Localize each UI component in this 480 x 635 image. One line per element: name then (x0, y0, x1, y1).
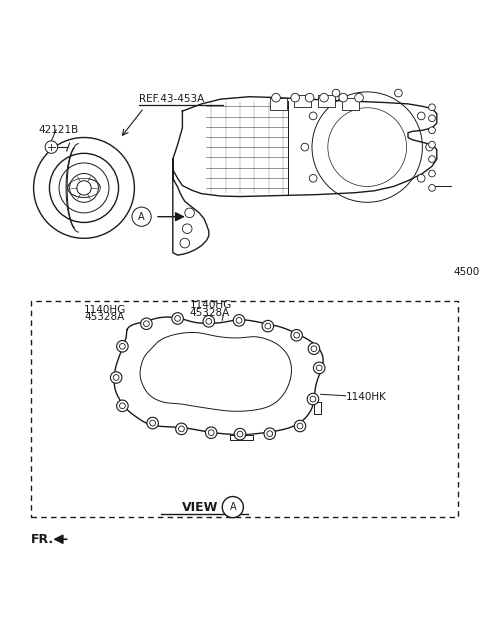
Circle shape (45, 141, 58, 153)
Circle shape (120, 403, 125, 409)
Text: REF.43-453A: REF.43-453A (139, 94, 204, 104)
Text: 1140HG: 1140HG (190, 300, 232, 311)
Circle shape (429, 142, 435, 148)
Circle shape (179, 426, 184, 432)
Circle shape (205, 427, 217, 438)
Circle shape (147, 417, 158, 429)
Circle shape (206, 319, 212, 324)
FancyBboxPatch shape (294, 95, 311, 107)
Circle shape (203, 316, 215, 327)
Circle shape (307, 393, 319, 405)
Circle shape (291, 93, 300, 102)
Circle shape (311, 346, 317, 352)
Circle shape (233, 314, 245, 326)
Text: 1140HG: 1140HG (84, 305, 126, 316)
Text: 42121B: 42121B (38, 125, 79, 135)
Circle shape (332, 90, 340, 97)
Circle shape (234, 429, 246, 440)
Circle shape (180, 238, 190, 248)
Circle shape (237, 431, 243, 437)
Text: 45328A: 45328A (190, 308, 230, 318)
Polygon shape (140, 333, 291, 411)
Circle shape (429, 185, 435, 191)
Circle shape (222, 497, 243, 518)
Circle shape (309, 112, 317, 120)
Circle shape (339, 93, 348, 102)
Circle shape (267, 431, 273, 436)
Circle shape (297, 423, 303, 429)
Circle shape (426, 144, 433, 151)
Circle shape (291, 330, 302, 341)
Circle shape (294, 332, 300, 338)
Circle shape (236, 318, 242, 323)
Circle shape (418, 112, 425, 120)
Circle shape (429, 115, 435, 122)
Text: 45000A: 45000A (454, 267, 480, 277)
Text: A: A (138, 211, 145, 222)
Circle shape (418, 175, 425, 182)
FancyBboxPatch shape (270, 98, 287, 110)
Circle shape (429, 104, 435, 110)
Circle shape (308, 343, 320, 354)
Circle shape (301, 144, 309, 151)
Polygon shape (314, 401, 321, 413)
Circle shape (309, 175, 317, 182)
Circle shape (310, 396, 316, 402)
Circle shape (117, 400, 128, 411)
Text: VIEW: VIEW (182, 500, 218, 514)
Circle shape (305, 93, 314, 102)
Text: 1140HK: 1140HK (346, 392, 386, 402)
Polygon shape (173, 97, 437, 197)
Circle shape (110, 371, 122, 384)
Circle shape (320, 93, 328, 102)
Circle shape (313, 362, 325, 373)
Circle shape (176, 423, 187, 434)
Circle shape (185, 208, 194, 218)
Polygon shape (114, 317, 323, 434)
Bar (31, 301, 458, 517)
Circle shape (316, 365, 322, 371)
Circle shape (113, 375, 119, 380)
Circle shape (117, 340, 128, 352)
Circle shape (141, 318, 152, 330)
Polygon shape (230, 434, 253, 440)
Circle shape (144, 321, 149, 326)
Circle shape (395, 90, 402, 97)
Text: FR.: FR. (31, 533, 54, 545)
Circle shape (150, 420, 156, 426)
Circle shape (262, 321, 274, 332)
Circle shape (355, 93, 363, 102)
Circle shape (272, 93, 280, 102)
Circle shape (429, 170, 435, 177)
Text: 45328A: 45328A (84, 312, 124, 323)
Polygon shape (173, 159, 209, 255)
Circle shape (265, 323, 271, 329)
Circle shape (429, 156, 435, 163)
FancyBboxPatch shape (342, 98, 359, 110)
Circle shape (132, 207, 151, 226)
Circle shape (208, 430, 214, 436)
Circle shape (182, 224, 192, 234)
Circle shape (120, 344, 125, 349)
Circle shape (294, 420, 306, 432)
Circle shape (429, 127, 435, 133)
Circle shape (172, 312, 183, 324)
Circle shape (264, 428, 276, 439)
Text: A: A (229, 502, 236, 512)
Circle shape (175, 316, 180, 321)
FancyBboxPatch shape (318, 95, 335, 107)
